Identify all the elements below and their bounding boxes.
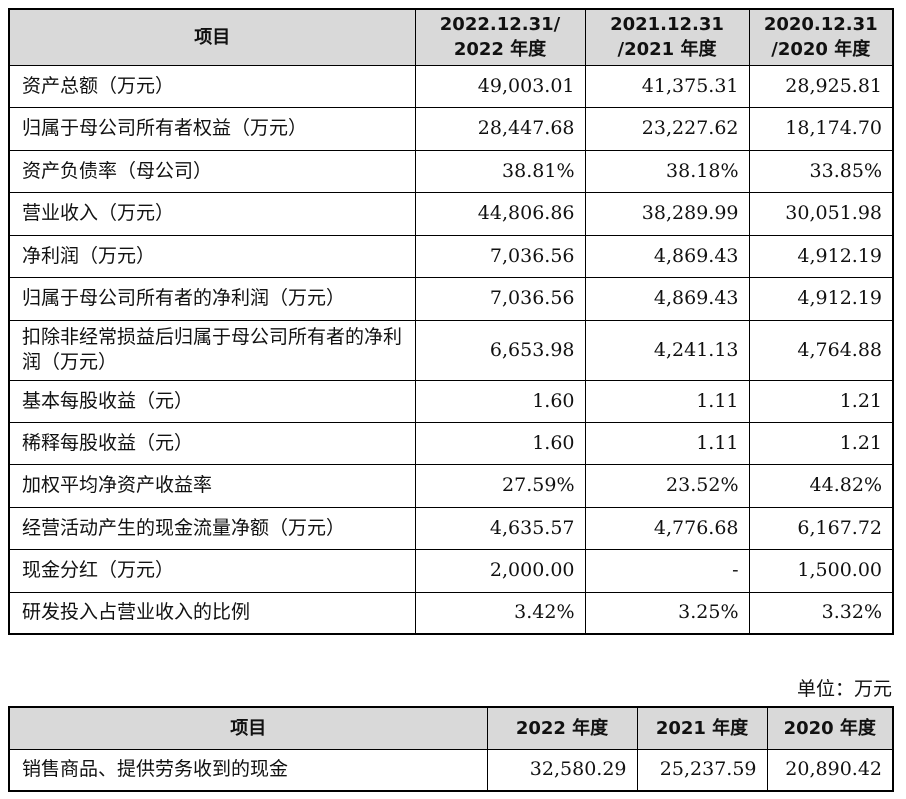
header-2022: 2022 年度 [486,706,638,750]
value-2022: 28,447.68 [414,106,586,151]
table-header-row: 项目 2022 年度 2021 年度 2020 年度 [8,706,894,750]
value-2021: 4,241.13 [584,319,750,381]
header-2022: 2022.12.31/ 2022 年度 [414,8,586,66]
value-2022: 4,635.57 [414,506,586,550]
value-2022: 1.60 [414,379,586,423]
value-2021: 38,289.99 [584,191,750,236]
table-row: 销售商品、提供劳务收到的现金 32,580.29 25,237.59 20,89… [8,748,894,792]
value-2022: 32,580.29 [486,748,638,792]
value-2022: 27.59% [414,463,586,508]
value-2022: 2,000.00 [414,548,586,593]
value-2020: 3.32% [748,591,894,635]
table-row: 加权平均净资产收益率 27.59% 23.52% 44.82% [8,463,894,508]
table-row: 经营活动产生的现金流量净额（万元） 4,635.57 4,776.68 6,16… [8,506,894,550]
value-2020: 4,764.88 [748,319,894,381]
value-2020: 6,167.72 [748,506,894,550]
value-2022: 49,003.01 [414,64,586,108]
table-row: 扣除非经常损益后归属于母公司所有者的净利润（万元） 6,653.98 4,241… [8,319,894,381]
table-row: 现金分红（万元） 2,000.00 - 1,500.00 [8,548,894,593]
table-row: 归属于母公司所有者权益（万元） 28,447.68 23,227.62 18,1… [8,106,894,151]
row-label: 现金分红（万元） [8,548,416,593]
header-item: 项目 [8,8,416,66]
value-2020: 44.82% [748,463,894,508]
header-2020: 2020.12.31 /2020 年度 [748,8,894,66]
value-2022: 7,036.56 [414,234,586,278]
row-label: 净利润（万元） [8,234,416,278]
table-row: 归属于母公司所有者的净利润（万元） 7,036.56 4,869.43 4,91… [8,276,894,321]
value-2021: 1.11 [584,421,750,465]
value-2022: 38.81% [414,149,586,193]
value-2022: 6,653.98 [414,319,586,381]
row-label: 营业收入（万元） [8,191,416,236]
financial-summary-table: 项目 2022.12.31/ 2022 年度 2021.12.31 /2021 … [8,8,894,635]
value-2020: 4,912.19 [748,234,894,278]
table-row: 资产总额（万元） 49,003.01 41,375.31 28,925.81 [8,64,894,108]
table-header-row: 项目 2022.12.31/ 2022 年度 2021.12.31 /2021 … [8,8,894,66]
row-label: 资产负债率（母公司） [8,149,416,193]
value-2020: 20,890.42 [766,748,894,792]
row-label: 归属于母公司所有者的净利润（万元） [8,276,416,321]
value-2021: 38.18% [584,149,750,193]
row-label: 加权平均净资产收益率 [8,463,416,508]
value-2022: 3.42% [414,591,586,635]
value-2022: 44,806.86 [414,191,586,236]
row-label: 资产总额（万元） [8,64,416,108]
header-item: 项目 [8,706,488,750]
row-label: 经营活动产生的现金流量净额（万元） [8,506,416,550]
value-2020: 4,912.19 [748,276,894,321]
table-row: 基本每股收益（元） 1.60 1.11 1.21 [8,379,894,423]
value-2020: 1.21 [748,421,894,465]
cash-flow-table: 项目 2022 年度 2021 年度 2020 年度 销售商品、提供劳务收到的现… [8,706,894,792]
value-2021: 4,776.68 [584,506,750,550]
header-2021: 2021.12.31 /2021 年度 [584,8,750,66]
row-label: 稀释每股收益（元） [8,421,416,465]
value-2021: 4,869.43 [584,234,750,278]
header-2021: 2021 年度 [636,706,768,750]
row-label: 归属于母公司所有者权益（万元） [8,106,416,151]
value-2020: 30,051.98 [748,191,894,236]
value-2020: 1.21 [748,379,894,423]
table-row: 研发投入占营业收入的比例 3.42% 3.25% 3.32% [8,591,894,635]
unit-note: 单位：万元 [796,678,892,700]
value-2021: - [584,548,750,593]
value-2021: 3.25% [584,591,750,635]
value-2020: 28,925.81 [748,64,894,108]
table-row: 资产负债率（母公司） 38.81% 38.18% 33.85% [8,149,894,193]
value-2020: 1,500.00 [748,548,894,593]
row-label: 研发投入占营业收入的比例 [8,591,416,635]
value-2021: 4,869.43 [584,276,750,321]
value-2020: 33.85% [748,149,894,193]
value-2020: 18,174.70 [748,106,894,151]
table-row: 净利润（万元） 7,036.56 4,869.43 4,912.19 [8,234,894,278]
table-row: 营业收入（万元） 44,806.86 38,289.99 30,051.98 [8,191,894,236]
row-label: 扣除非经常损益后归属于母公司所有者的净利润（万元） [8,319,416,381]
table-row: 稀释每股收益（元） 1.60 1.11 1.21 [8,421,894,465]
value-2021: 23.52% [584,463,750,508]
row-label: 销售商品、提供劳务收到的现金 [8,748,488,792]
header-2020: 2020 年度 [766,706,894,750]
value-2021: 25,237.59 [636,748,768,792]
value-2022: 7,036.56 [414,276,586,321]
value-2021: 1.11 [584,379,750,423]
row-label: 基本每股收益（元） [8,379,416,423]
value-2022: 1.60 [414,421,586,465]
value-2021: 41,375.31 [584,64,750,108]
value-2021: 23,227.62 [584,106,750,151]
